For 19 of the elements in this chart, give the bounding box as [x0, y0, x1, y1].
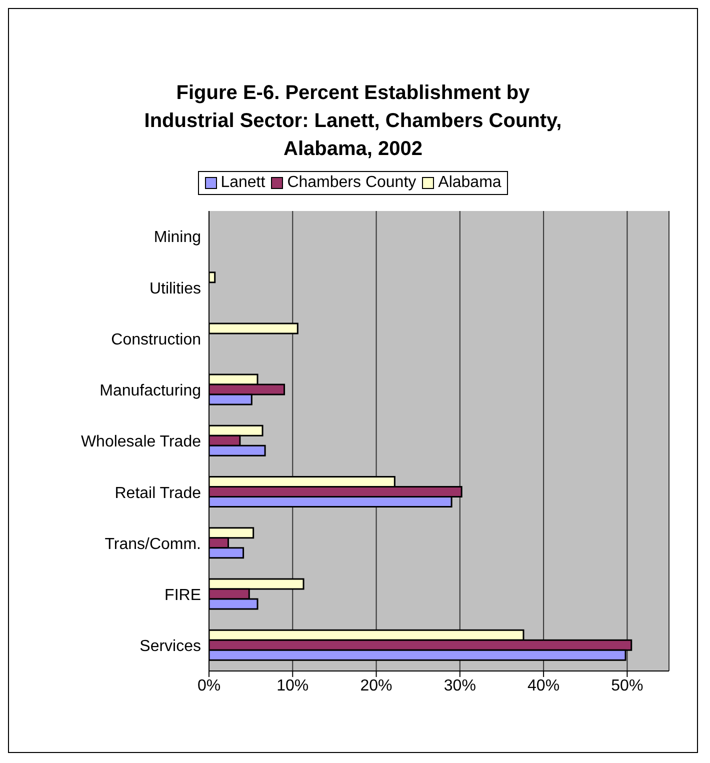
- y-tick-label: Retail Trade: [114, 484, 202, 502]
- y-tick-label: Services: [140, 638, 201, 656]
- x-tick-label: 20%: [360, 677, 392, 694]
- y-tick-label: Wholesale Trade: [80, 434, 202, 451]
- x-tick-label: 30%: [444, 677, 476, 694]
- x-tick-label: 50%: [611, 677, 644, 694]
- y-tick-label: FIRE: [164, 587, 201, 604]
- legend-label: Chambers County: [286, 174, 416, 192]
- y-tick-label: Trans/Comm.: [104, 536, 201, 553]
- x-tick-label: 10%: [276, 677, 309, 694]
- y-tick-label: Construction: [111, 331, 201, 348]
- legend-label: Alabama: [437, 174, 502, 192]
- y-tick-label: Mining: [154, 229, 201, 246]
- y-tick-label: Utilities: [149, 280, 201, 298]
- chart-title: Figure E-6. Percent Establishment by Industrial Sector: Lanett, Chambers County, Alabama, 2002: [143, 81, 563, 162]
- legend-label: Lanett: [220, 174, 266, 192]
- x-tick-label: 0%: [197, 677, 221, 694]
- x-tick-label: 40%: [528, 677, 560, 694]
- y-tick-label: Manufacturing: [100, 382, 201, 400]
